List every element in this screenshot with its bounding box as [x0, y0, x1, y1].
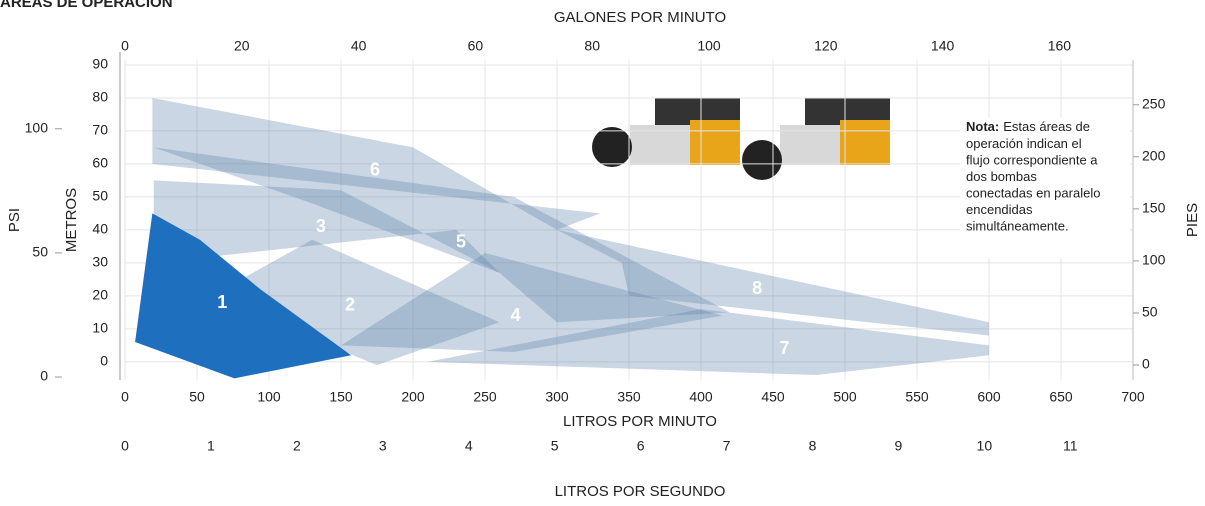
note-background: [960, 118, 1130, 258]
x-tick-label: 10: [977, 438, 993, 454]
note-bold: Nota:: [966, 119, 999, 134]
y-tick-label: 100: [25, 119, 49, 135]
operating-area: [557, 229, 989, 336]
operating-area: [153, 180, 500, 273]
x-tick-label: 250: [473, 389, 497, 405]
x-axis-title: LITROS POR MINUTO: [563, 413, 717, 430]
note-line: simultáneamente.: [966, 218, 1069, 233]
x-tick-label: 50: [189, 389, 205, 405]
x-tick-label: 11: [1063, 438, 1078, 454]
x-tick-label: 450: [761, 389, 785, 405]
x-tick-label: 350: [617, 389, 641, 405]
y-tick-label: 150: [1142, 200, 1166, 216]
y-tick-label: 40: [92, 221, 108, 237]
operating-area: [135, 213, 352, 379]
y-tick-label: 250: [1142, 95, 1166, 111]
y-tick-label: 80: [92, 89, 108, 105]
note-line: conectadas en paralelo: [966, 185, 1100, 200]
y-axis-title: METROS: [63, 188, 80, 252]
x-tick-label: 550: [905, 389, 929, 405]
x-axis-title: LITROS POR SEGUNDO: [555, 483, 726, 500]
x-tick-label: 140: [931, 38, 955, 54]
x-tick-label: 5: [551, 438, 559, 454]
y-axis-title: PSI: [6, 208, 23, 232]
area-label: 2: [345, 295, 355, 315]
note: Nota: Estas áreas de: [966, 119, 1090, 134]
x-tick-label: 600: [977, 389, 1001, 405]
x-tick-label: 40: [351, 38, 367, 54]
x-tick-label: 6: [637, 438, 645, 454]
x-tick-label: 100: [697, 38, 721, 54]
note-line: encendidas: [966, 202, 1033, 217]
y-axis-title: PIES: [1184, 203, 1201, 237]
x-tick-label: 60: [468, 38, 484, 54]
x-tick-label: 150: [329, 389, 353, 405]
x-axis-title: GALONES POR MINUTO: [554, 9, 726, 26]
x-tick-label: 650: [1049, 389, 1073, 405]
area-label: 7: [780, 338, 790, 358]
operating-area: [211, 239, 500, 366]
area-label: 4: [511, 305, 521, 325]
note-line: dos bombas: [966, 169, 1037, 184]
operating-area: [427, 309, 989, 376]
y-tick-label: 100: [1142, 252, 1166, 268]
x-tick-label: 1: [207, 438, 215, 454]
x-tick-label: 0: [121, 389, 129, 405]
x-tick-label: 100: [257, 389, 281, 405]
x-tick-label: 500: [833, 389, 857, 405]
area-label: 8: [752, 278, 762, 298]
y-tick-label: 70: [92, 122, 108, 138]
y-tick-label: 50: [92, 188, 108, 204]
x-tick-label: 400: [689, 389, 713, 405]
y-tick-label: 0: [100, 353, 108, 369]
x-tick-label: 0: [121, 38, 129, 54]
x-tick-label: 0: [121, 438, 129, 454]
x-tick-label: 300: [545, 389, 569, 405]
y-tick-label: 50: [32, 244, 48, 260]
x-tick-label: 2: [293, 438, 301, 454]
y-tick-label: 10: [92, 320, 108, 336]
y-tick-label: 50: [1142, 304, 1158, 320]
area-label: 3: [316, 216, 326, 236]
x-tick-label: 3: [379, 438, 387, 454]
y-tick-label: 20: [92, 287, 108, 303]
area-label: 5: [456, 231, 466, 251]
y-tick-label: 30: [92, 254, 108, 270]
x-tick-label: 8: [809, 438, 817, 454]
x-tick-label: 200: [401, 389, 425, 405]
y-tick-label: 0: [1142, 356, 1150, 372]
note-line: Estas áreas de: [1003, 119, 1090, 134]
x-tick-label: 4: [465, 438, 473, 454]
note-line: flujo correspondiente a: [966, 152, 1098, 167]
x-tick-label: 20: [234, 38, 250, 54]
operating-area: [152, 97, 601, 230]
y-tick-label: 90: [92, 56, 108, 72]
x-tick-label: 9: [895, 438, 903, 454]
x-tick-label: 700: [1121, 389, 1145, 405]
operating-area: [341, 252, 723, 352]
y-tick-label: 60: [92, 155, 108, 171]
chart-title: ÁREAS DE OPERACIÓN: [0, 0, 173, 11]
area-label: 6: [370, 159, 380, 179]
operating-area: [153, 147, 730, 323]
y-tick-label: 0: [40, 368, 48, 384]
x-tick-label: 7: [723, 438, 731, 454]
note-line: operación indican el: [966, 136, 1082, 151]
pumps-illustration: [592, 98, 890, 180]
x-tick-label: 160: [1048, 38, 1072, 54]
x-tick-label: 120: [814, 38, 838, 54]
area-label: 1: [217, 292, 227, 312]
y-tick-label: 200: [1142, 148, 1166, 164]
x-tick-label: 80: [584, 38, 600, 54]
